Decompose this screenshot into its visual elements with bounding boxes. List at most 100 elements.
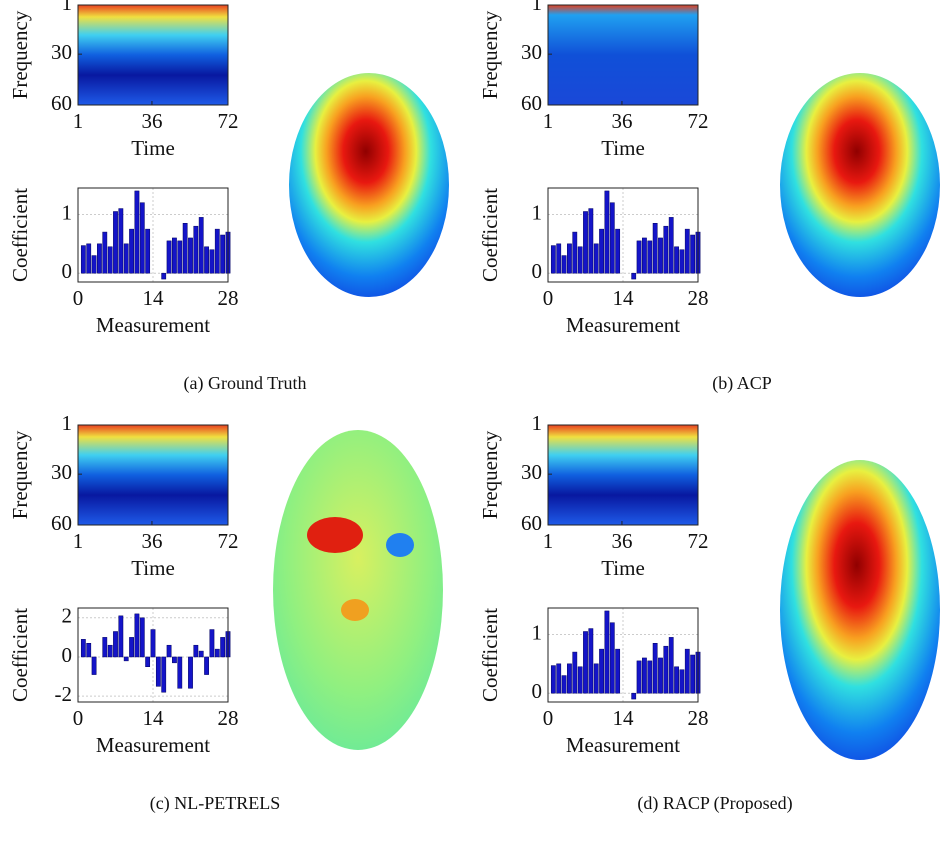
bar bbox=[188, 656, 193, 689]
bar bbox=[150, 629, 156, 658]
y-tick-label: 60 bbox=[51, 91, 72, 115]
bar bbox=[166, 240, 172, 274]
bar bbox=[198, 217, 204, 274]
bar bbox=[663, 225, 669, 274]
bar bbox=[172, 656, 177, 664]
bar bbox=[123, 243, 129, 274]
y-axis-label: Coefficient bbox=[8, 608, 32, 702]
y-tick-label: 1 bbox=[532, 411, 543, 435]
bar bbox=[193, 225, 199, 274]
bar bbox=[107, 644, 113, 658]
bar bbox=[177, 656, 183, 689]
bar bbox=[668, 637, 674, 694]
bar bbox=[91, 255, 97, 274]
bar bbox=[86, 243, 92, 274]
x-tick-label: 28 bbox=[218, 706, 239, 730]
y-tick-label: 30 bbox=[521, 460, 542, 484]
bar bbox=[145, 656, 151, 667]
y-axis-label: Frequency bbox=[8, 10, 32, 99]
bar bbox=[567, 663, 572, 694]
y-tick-label: 2 bbox=[62, 604, 73, 628]
bar bbox=[556, 243, 562, 274]
x-axis-label: Time bbox=[601, 556, 645, 580]
y-tick-label: 60 bbox=[521, 511, 542, 535]
bar bbox=[107, 246, 113, 274]
bar bbox=[684, 648, 690, 694]
x-tick-label: 36 bbox=[611, 109, 632, 133]
bar bbox=[658, 657, 663, 694]
x-tick-label: 36 bbox=[141, 109, 162, 133]
x-tick-label: 1 bbox=[543, 529, 554, 553]
bar bbox=[220, 234, 226, 274]
bar bbox=[599, 228, 604, 274]
bar bbox=[674, 666, 679, 694]
bar bbox=[113, 631, 118, 658]
bar bbox=[161, 272, 167, 280]
x-axis-label: Measurement bbox=[96, 733, 210, 757]
y-axis-label: Coefficient bbox=[8, 188, 32, 282]
bar bbox=[674, 246, 679, 274]
y-axis-label: Coefficient bbox=[478, 608, 502, 702]
axis-frame bbox=[547, 4, 699, 106]
heatmap-image bbox=[78, 425, 228, 525]
caption: (b) ACP bbox=[712, 373, 772, 394]
x-tick-label: 72 bbox=[688, 109, 709, 133]
x-axis-label: Time bbox=[131, 556, 175, 580]
y-tick-label: 60 bbox=[521, 91, 542, 115]
y-tick-label: 30 bbox=[521, 40, 542, 64]
bar bbox=[588, 208, 594, 274]
x-tick-label: 14 bbox=[613, 706, 635, 730]
bar bbox=[118, 208, 124, 274]
bar bbox=[588, 628, 594, 694]
y-tick-label: 0 bbox=[532, 259, 543, 283]
caption: (c) NL-PETRELS bbox=[150, 793, 280, 814]
bar bbox=[577, 246, 583, 274]
x-tick-label: 72 bbox=[688, 529, 709, 553]
x-tick-label: 14 bbox=[143, 286, 165, 310]
x-tick-label: 14 bbox=[143, 706, 165, 730]
bar bbox=[139, 617, 145, 658]
axis-frame bbox=[77, 424, 229, 526]
bar bbox=[91, 656, 97, 675]
bar bbox=[561, 675, 567, 694]
x-tick-label: 1 bbox=[73, 529, 84, 553]
axis-frame bbox=[77, 4, 229, 106]
axis-frame bbox=[547, 607, 699, 703]
y-tick-label: 0 bbox=[532, 679, 543, 703]
bar bbox=[97, 243, 102, 274]
bar bbox=[690, 654, 696, 694]
x-tick-label: 14 bbox=[613, 286, 635, 310]
bar bbox=[118, 615, 124, 658]
y-tick-label: -2 bbox=[55, 682, 73, 706]
x-tick-label: 0 bbox=[543, 286, 554, 310]
bar bbox=[658, 237, 663, 274]
y-tick-label: 30 bbox=[51, 40, 72, 64]
bar bbox=[139, 202, 145, 274]
y-tick-label: 1 bbox=[532, 0, 543, 15]
bar bbox=[609, 622, 615, 694]
heatmap-image bbox=[548, 5, 698, 105]
bar bbox=[642, 237, 647, 274]
bar bbox=[80, 245, 86, 274]
x-tick-label: 0 bbox=[73, 286, 84, 310]
bar bbox=[679, 669, 685, 694]
bar bbox=[604, 610, 610, 694]
head-b bbox=[780, 73, 940, 297]
bar bbox=[668, 217, 674, 274]
x-tick-label: 28 bbox=[218, 286, 239, 310]
bar bbox=[172, 237, 177, 274]
heatmap-image bbox=[548, 425, 698, 525]
y-tick-label: 1 bbox=[62, 411, 73, 435]
y-axis-label: Frequency bbox=[478, 430, 502, 519]
axis-frame bbox=[547, 187, 699, 283]
bar bbox=[583, 631, 588, 694]
head-c bbox=[273, 430, 443, 750]
bar bbox=[129, 637, 134, 658]
bar bbox=[583, 211, 588, 274]
x-axis-label: Time bbox=[131, 136, 175, 160]
bar bbox=[134, 190, 140, 274]
bar bbox=[636, 240, 642, 274]
bar bbox=[556, 663, 562, 694]
x-axis-label: Measurement bbox=[566, 733, 680, 757]
